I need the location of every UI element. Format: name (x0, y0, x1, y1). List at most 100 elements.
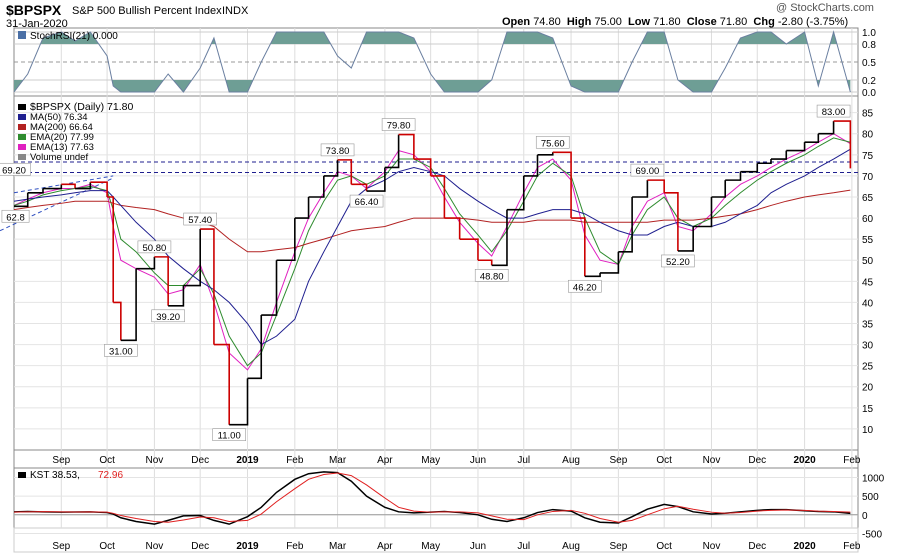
price-segment (647, 179, 665, 193)
price-segment (459, 238, 479, 261)
date-strip-mid (13, 449, 859, 469)
x-tick-label: Jul (517, 455, 530, 466)
kst-signal-line (13, 472, 851, 523)
price-annotation-label: 73.80 (326, 146, 350, 157)
price-segment (523, 154, 539, 177)
price-segment (677, 226, 694, 252)
x-tick-label: May (421, 455, 440, 466)
price-annotation-box (1, 209, 30, 223)
x-tick-label: Sep (52, 541, 70, 552)
price-segment (477, 259, 493, 266)
x-tick-label: Sep (52, 455, 70, 466)
price-segment (229, 378, 249, 426)
ma50-legend: MA(50) 76.34 (30, 112, 88, 123)
volume-legend-swatch (18, 154, 26, 160)
kst-y-tick: 1000 (862, 473, 885, 484)
stoch-oversold-fill (14, 80, 851, 92)
price-segment (276, 218, 296, 262)
price-annotation-label: 11.00 (218, 431, 241, 442)
kst-y-tick: -500 (862, 529, 882, 540)
price-segment (444, 217, 461, 240)
price-segment (398, 133, 415, 160)
x-tick-label: Jun (470, 541, 486, 552)
price-segment (183, 229, 201, 287)
x-tick-label: Aug (562, 541, 580, 552)
price-y-tick: 35 (862, 319, 874, 330)
price-annotation-label: 50.80 (143, 243, 167, 254)
price-segment (584, 272, 601, 278)
price-segment (168, 285, 185, 307)
price-segment (804, 133, 820, 143)
price-y-tick: 40 (862, 298, 874, 309)
price-segment (725, 171, 742, 181)
x-tick-label: Oct (99, 541, 115, 552)
x-tick-label: Apr (377, 455, 393, 466)
price-annotation-box (816, 104, 851, 118)
date-strip-bottom (13, 527, 859, 553)
stoch-y-tick: 0.2 (862, 76, 876, 87)
volume-legend: Volume undef (30, 152, 88, 163)
kst-signal-legend-label: 72.96 (98, 470, 123, 481)
price-y-tick: 85 (862, 109, 874, 120)
price-annotation-label: 69.00 (635, 166, 659, 177)
price-segment (600, 251, 620, 274)
price-segment (632, 180, 649, 198)
price-y-tick: 60 (862, 214, 874, 225)
price-y-tick: 25 (862, 362, 874, 373)
stockcharts-watermark: @ StockCharts.com (776, 2, 874, 14)
price-segment (107, 196, 115, 303)
chg-label: Chg (753, 16, 775, 28)
kst-line (13, 471, 851, 525)
x-tick-label: Nov (146, 541, 164, 552)
kst-legend-label: KST 38.53, (30, 470, 80, 481)
low-value: 71.80 (653, 16, 681, 28)
x-tick-label: Mar (329, 455, 347, 466)
x-tick-label: May (421, 541, 440, 552)
x-tick-label: Apr (377, 541, 393, 552)
price-annotation-label: 79.80 (387, 121, 411, 132)
stoch-legend: StochRSI(21) 0.000 (30, 31, 118, 42)
price-y-tick: 15 (862, 404, 874, 415)
x-tick-label: Jun (470, 455, 486, 466)
x-tick-label: Feb (286, 541, 304, 552)
ema13-legend: EMA(13) 77.63 (30, 142, 94, 153)
kst-y-tick: 0 (862, 511, 868, 522)
price-annotation-label: 39.20 (156, 312, 180, 323)
price-y-tick: 65 (862, 193, 874, 204)
price-annotation-box (535, 135, 570, 149)
price-segment (213, 343, 230, 425)
price-segment (366, 167, 386, 192)
x-tick-label: Dec (191, 541, 209, 552)
price-y-tick: 45 (862, 277, 874, 288)
price-segment (136, 256, 156, 270)
price-annotation-box (137, 240, 172, 254)
price-segment (506, 175, 525, 211)
price-annotation-box (212, 428, 246, 441)
price-y-tick: 70 (862, 172, 874, 183)
x-tick-label: Feb (286, 455, 304, 466)
low-label: Low (628, 16, 651, 28)
x-tick-label: Dec (748, 541, 766, 552)
stoch-y-tick: 0.0 (862, 88, 876, 99)
price-y-tick: 75 (862, 151, 874, 162)
price-annotation-label: 69.20 (2, 165, 26, 176)
price-segment (90, 181, 108, 197)
price-annotation-label: 83.00 (822, 107, 846, 118)
chart-date: 31-Jan-2020 (6, 18, 68, 30)
price-annotation-label: 75.60 (541, 138, 565, 149)
price-segment (571, 217, 586, 277)
price-annotation-box (151, 309, 185, 323)
x-tick-label: 2020 (793, 541, 816, 552)
x-tick-label: Oct (656, 541, 672, 552)
price-y-tick: 50 (862, 256, 874, 267)
price-y-tick: 80 (862, 130, 874, 141)
price-y-tick: 20 (862, 383, 874, 394)
index-name: S&P 500 Bullish Percent Index (72, 5, 222, 17)
price-annotation-box (0, 162, 31, 176)
ema20-line (13, 137, 851, 367)
price-segment (308, 175, 325, 198)
price-segment (27, 188, 44, 194)
price-segment (384, 134, 400, 169)
ema13-legend-swatch (18, 144, 26, 150)
